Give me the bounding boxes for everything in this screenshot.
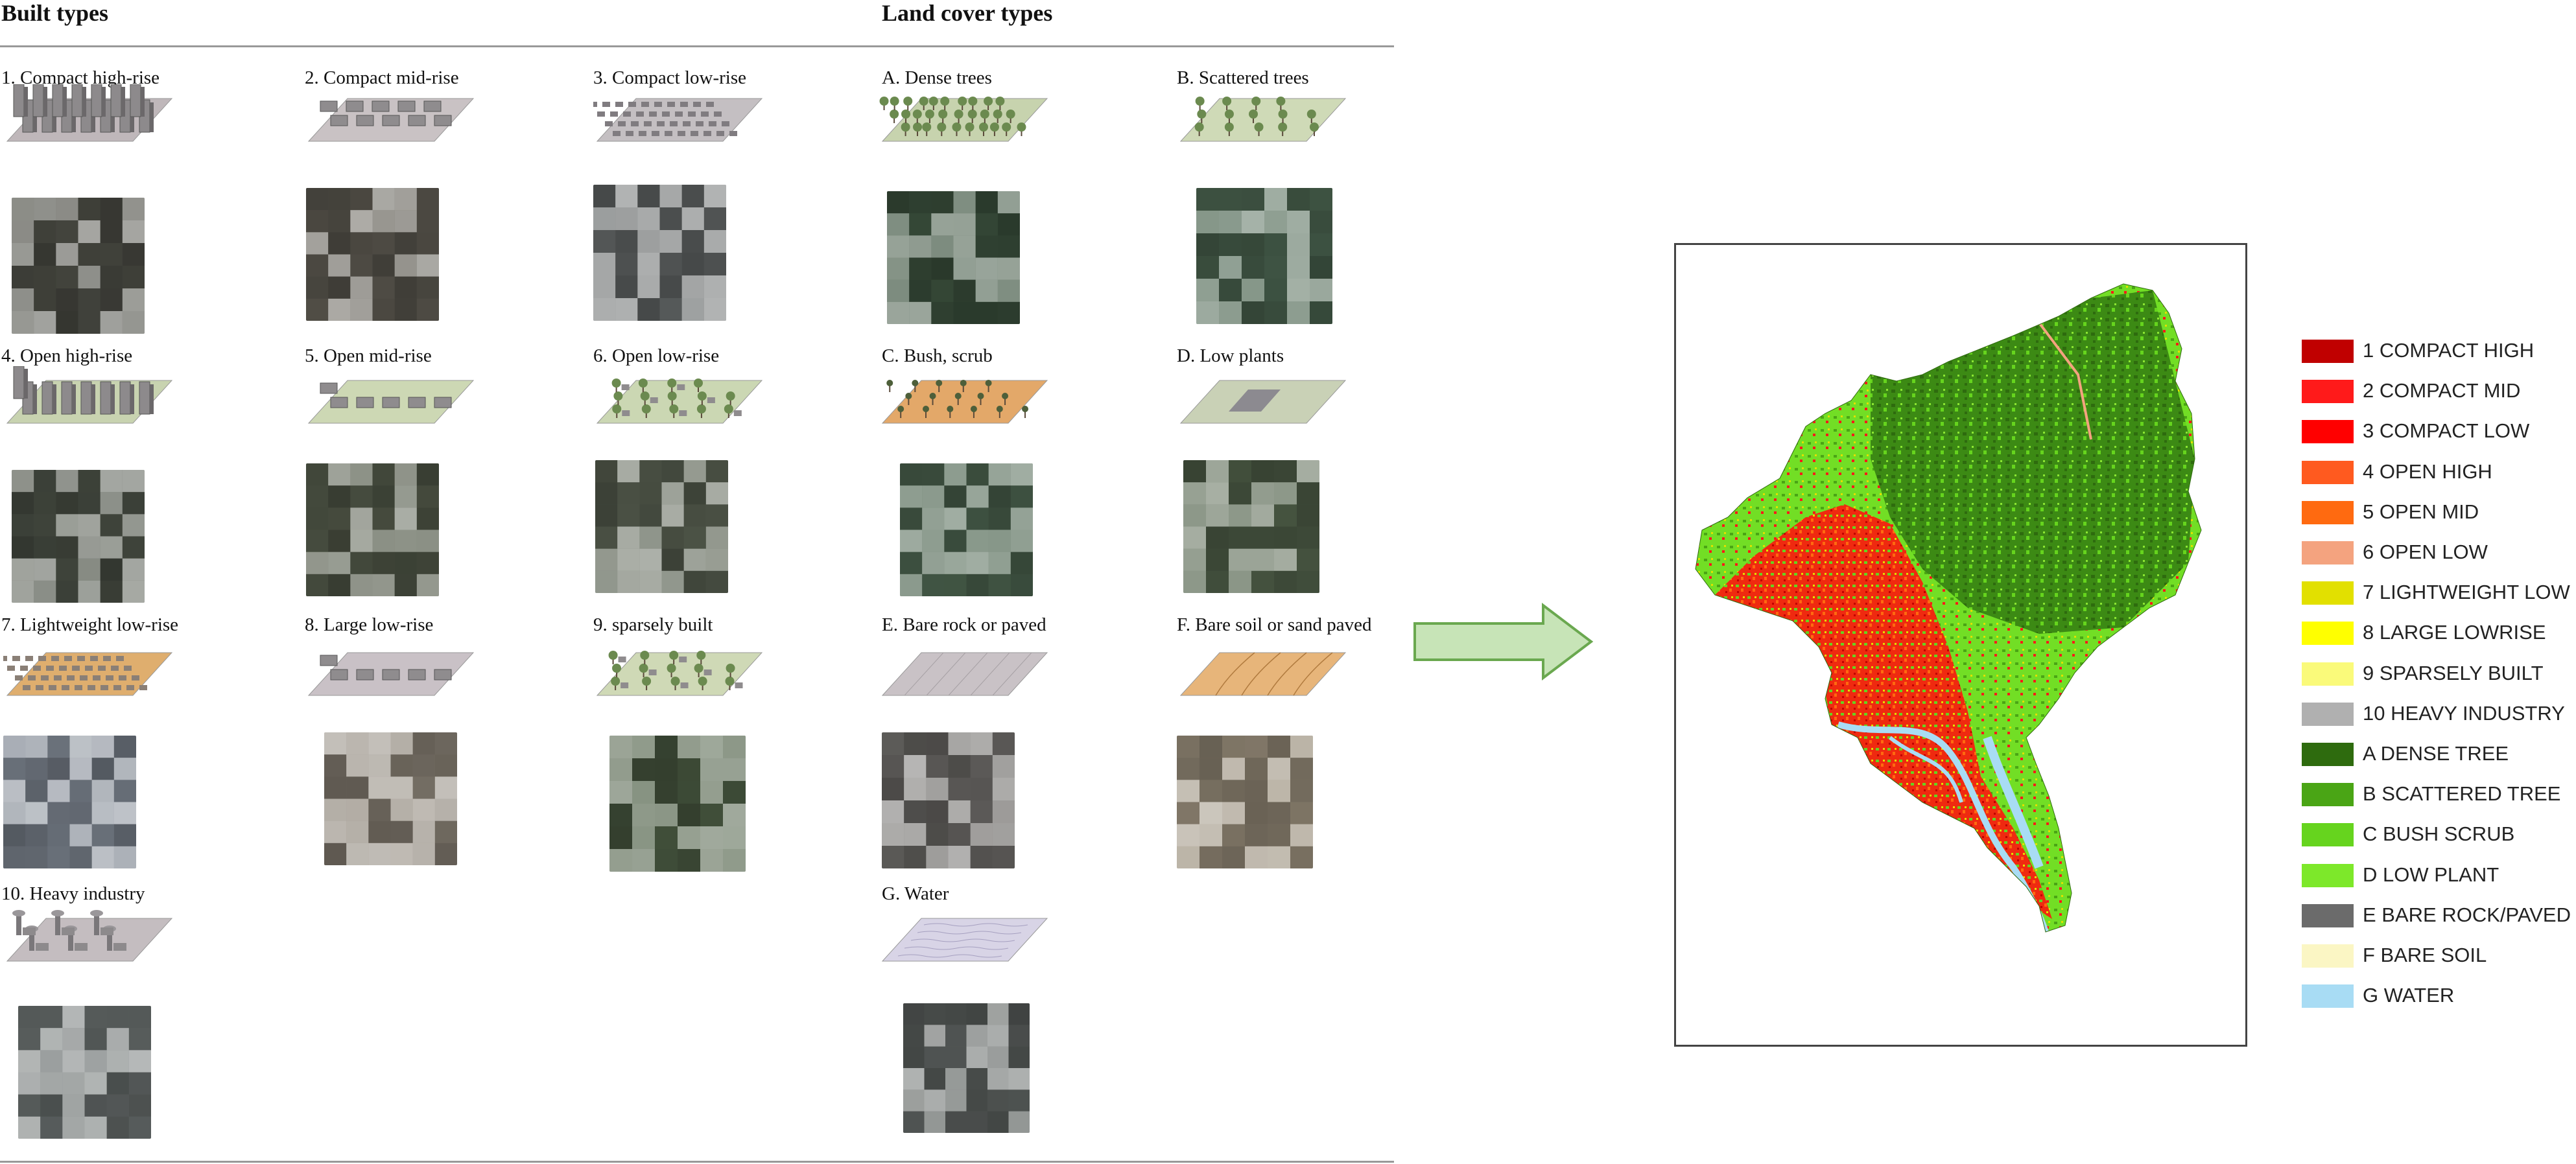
legend-swatch — [2302, 380, 2354, 404]
land-label: F. Bare soil or sand paved — [1177, 614, 1372, 635]
large-low-rise-icon — [305, 638, 480, 706]
built-aerial-photo — [306, 188, 439, 321]
legend-label: 1 COMPACT HIGH — [2363, 339, 2535, 362]
legend-label: 4 OPEN HIGH — [2363, 460, 2492, 483]
compact-high-rise-icon — [3, 84, 178, 152]
bush-scrub-icon — [879, 366, 1054, 434]
built-aerial-photo — [12, 198, 145, 334]
built-aerial-photo — [18, 1006, 151, 1139]
built-aerial-photo — [12, 470, 145, 603]
legend-swatch — [2302, 863, 2354, 887]
legend-swatch — [2302, 340, 2354, 363]
built-label: 7. Lightweight low-rise — [1, 614, 179, 635]
land-aerial-photo — [882, 732, 1015, 868]
legend-swatch — [2302, 662, 2354, 686]
guangzhou-lcz-map — [1695, 283, 2202, 933]
legend-label: 9 SPARSELY BUILT — [2363, 661, 2544, 684]
built-label: 6. Open low-rise — [593, 345, 720, 366]
open-high-rise-icon — [3, 366, 178, 434]
land-label: E. Bare rock or paved — [882, 614, 1046, 635]
legend-label: 2 COMPACT MID — [2363, 379, 2521, 402]
legend-label: C BUSH SCRUB — [2363, 822, 2515, 846]
scattered-trees-icon — [1177, 84, 1352, 152]
legend-label: 8 LARGE LOWRISE — [2363, 621, 2546, 644]
built-aerial-photo — [324, 732, 457, 865]
legend-label: 3 COMPACT LOW — [2363, 419, 2530, 443]
legend-label: G WATER — [2363, 984, 2455, 1007]
legend-label: 5 OPEN MID — [2363, 500, 2479, 523]
land-label: A. Dense trees — [882, 67, 992, 88]
built-label: 2. Compact mid-rise — [305, 67, 459, 88]
built-aerial-photo — [306, 463, 439, 596]
legend-swatch — [2302, 823, 2354, 847]
built-aerial-photo — [3, 736, 136, 868]
built-label: 4. Open high-rise — [1, 345, 133, 366]
legend-label: 10 HEAVY INDUSTRY — [2363, 701, 2565, 725]
low-plants-icon — [1177, 366, 1352, 434]
legend-swatch — [2302, 500, 2354, 524]
built-aerial-photo — [609, 736, 746, 872]
land-aerial-photo — [1183, 460, 1319, 593]
legend-label: 6 OPEN LOW — [2363, 541, 2488, 563]
right-arrow-icon — [1413, 603, 1594, 681]
bare-soil-sand-icon — [1177, 638, 1352, 706]
open-low-rise-icon — [593, 366, 768, 434]
land-label: D. Low plants — [1177, 345, 1284, 366]
land-aerial-photo — [1177, 736, 1313, 868]
land-label: G. Water — [882, 883, 949, 904]
map-frame — [1674, 243, 2247, 1047]
bare-rock-paved-icon — [879, 638, 1054, 706]
legend-swatch — [2302, 903, 2354, 927]
legend-swatch — [2302, 783, 2354, 807]
legend-label: 7 LIGHTWEIGHT LOW — [2363, 581, 2570, 604]
bottom-rule — [0, 1161, 1394, 1163]
open-mid-rise-icon — [305, 366, 480, 434]
legend-label: B SCATTERED TREE — [2363, 782, 2561, 806]
compact-mid-rise-icon — [305, 84, 480, 152]
land-label: B. Scattered trees — [1177, 67, 1309, 88]
land-label: C. Bush, scrub — [882, 345, 993, 366]
legend-swatch — [2302, 622, 2354, 646]
lightweight-low-rise-icon — [0, 638, 178, 706]
water-icon — [879, 904, 1054, 972]
legend-swatch — [2302, 541, 2354, 565]
land-cover-types-header: Land cover types — [882, 0, 1053, 26]
legend-swatch — [2302, 743, 2354, 766]
land-aerial-photo — [1196, 188, 1332, 324]
built-label: 9. sparsely built — [593, 614, 713, 635]
land-aerial-photo — [903, 1003, 1030, 1133]
compact-low-rise-icon — [589, 84, 768, 152]
built-label: 3. Compact low-rise — [593, 67, 746, 88]
legend-swatch — [2302, 944, 2354, 968]
legend-swatch — [2302, 984, 2354, 1008]
legend-label: E BARE ROCK/PAVED — [2363, 903, 2571, 926]
legend-swatch — [2302, 581, 2354, 605]
built-aerial-photo — [595, 460, 728, 593]
dense-trees-icon — [879, 84, 1054, 152]
built-aerial-photo — [593, 185, 726, 321]
legend-swatch — [2302, 460, 2354, 484]
land-aerial-photo — [887, 191, 1020, 324]
built-types-header: Built types — [1, 0, 109, 26]
built-label: 8. Large low-rise — [305, 614, 434, 635]
heavy-industry-icon — [3, 904, 178, 972]
legend-swatch — [2302, 702, 2354, 726]
top-rule — [0, 45, 1394, 47]
land-aerial-photo — [900, 463, 1033, 596]
legend-label: A DENSE TREE — [2363, 742, 2509, 765]
legend-swatch — [2302, 420, 2354, 444]
legend-label: F BARE SOIL — [2363, 944, 2487, 966]
built-label: 5. Open mid-rise — [305, 345, 432, 366]
sparsely-built-icon — [593, 638, 768, 706]
legend-label: D LOW PLANT — [2363, 863, 2499, 886]
built-label: 10. Heavy industry — [1, 883, 145, 904]
